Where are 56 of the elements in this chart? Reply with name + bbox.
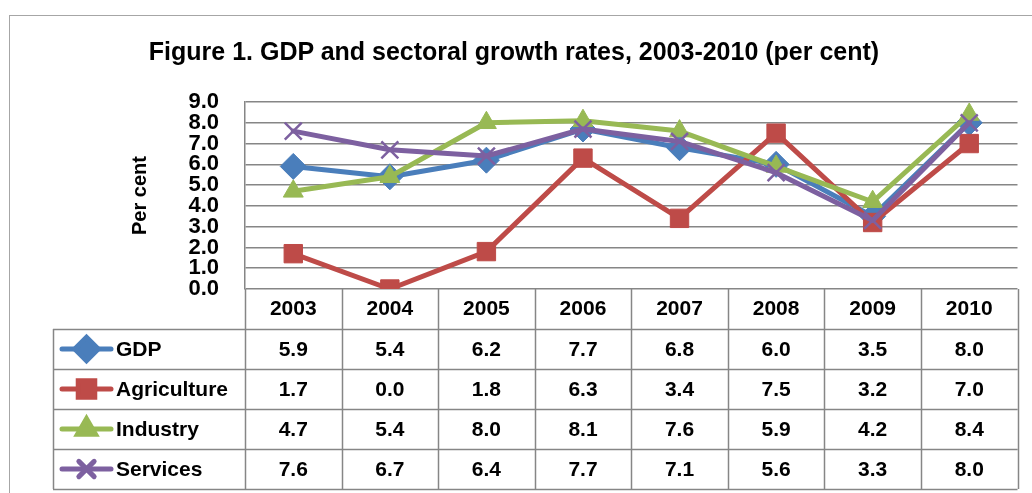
data-label: 6.0	[761, 336, 791, 360]
data-label: 8.4	[954, 416, 985, 440]
point	[766, 123, 786, 143]
data-label: 6.2	[471, 336, 502, 360]
point	[959, 133, 979, 154]
data-label: 1.8	[471, 376, 502, 400]
data-label: 7.5	[761, 376, 792, 400]
data-label: 6.3	[568, 376, 598, 400]
data-label: 7.7	[568, 456, 598, 480]
point	[380, 140, 400, 160]
x-tick-label: 2010	[945, 296, 993, 320]
data-label: 3.2	[858, 376, 888, 400]
data-label: 6.7	[375, 456, 405, 480]
data-label: 4.2	[858, 416, 888, 440]
x-tick-label: 2005	[463, 296, 511, 320]
data-label: 6.8	[664, 336, 695, 360]
data-label: 7.0	[954, 376, 984, 400]
x-tick-label: 2009	[849, 296, 897, 320]
data-label: 7.6	[278, 456, 308, 480]
data-label: 5.4	[375, 416, 405, 440]
data-label: 8.0	[471, 416, 502, 440]
legend-label: Agriculture	[116, 376, 229, 400]
data-label: 1.7	[278, 376, 308, 400]
data-label: 6.4	[471, 456, 502, 480]
point	[279, 152, 307, 180]
y-axis-title: Per cent	[127, 155, 150, 235]
data-label: 7.6	[664, 416, 695, 440]
legend-label: GDP	[116, 336, 162, 360]
data-label: 5.9	[761, 416, 791, 440]
x-tick-label: 2003	[269, 296, 317, 320]
data-label: 7.1	[664, 456, 695, 480]
data-label: 3.4	[664, 376, 695, 400]
legend-label: Industry	[116, 416, 200, 440]
point	[283, 243, 303, 264]
legend-label: Services	[116, 456, 203, 480]
data-label: 7.7	[568, 336, 598, 360]
point	[669, 208, 690, 229]
x-tick-label: 2004	[366, 296, 414, 320]
x-tick-label: 2007	[656, 296, 703, 320]
data-label: 5.9	[278, 336, 308, 360]
data-label: 5.4	[375, 336, 405, 360]
data-label: 3.3	[858, 456, 888, 480]
point	[573, 148, 593, 168]
data-label: 3.5	[858, 336, 888, 360]
point	[283, 121, 304, 141]
data-label: 8.0	[954, 456, 984, 480]
data-label: 5.6	[761, 456, 791, 480]
point	[669, 131, 690, 152]
x-tick-label: 2006	[559, 296, 607, 320]
data-label: 4.7	[278, 416, 308, 440]
data-label: 8.0	[954, 336, 984, 360]
data-label: 8.1	[568, 416, 598, 440]
point	[476, 241, 497, 262]
data-label: 0.0	[375, 376, 405, 400]
x-tick-label: 2008	[752, 296, 800, 320]
chart-title: Figure 1. GDP and sectoral growth rates, 2003-2010 (per cent)	[148, 36, 880, 65]
